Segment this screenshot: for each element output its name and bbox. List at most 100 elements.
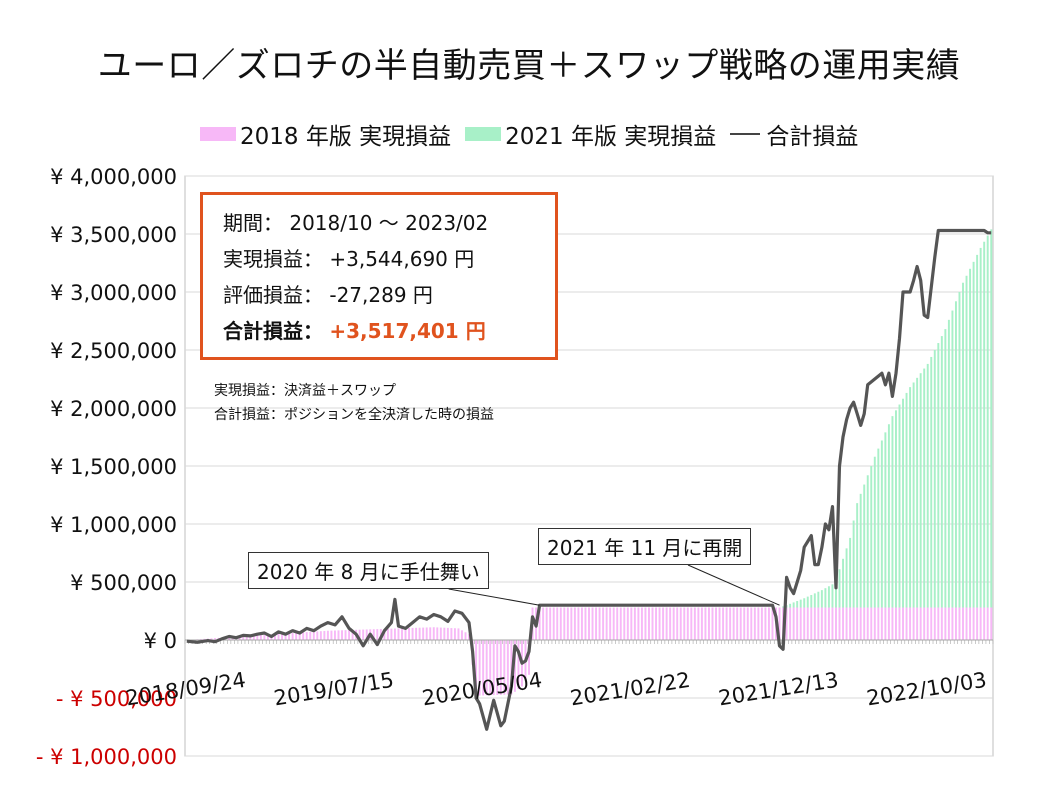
bar-2018 xyxy=(644,607,647,640)
bar-2018 xyxy=(852,607,855,640)
bar-2021 xyxy=(827,586,830,608)
bar-2018 xyxy=(588,607,590,640)
series-2021-bars xyxy=(782,229,993,608)
bar-2018 xyxy=(418,627,421,640)
bar-2018 xyxy=(436,627,439,640)
bar-2018 xyxy=(383,628,386,640)
bar-2021 xyxy=(813,593,816,608)
summary-total: 合計損益： +3,517,401 円 xyxy=(223,313,555,349)
bar-2018 xyxy=(662,607,665,640)
bar-2018 xyxy=(623,607,626,640)
bar-2018 xyxy=(556,607,559,640)
bar-2018 xyxy=(990,607,993,640)
bar-2018 xyxy=(718,607,721,640)
bar-2021 xyxy=(979,247,982,608)
bar-2018 xyxy=(337,630,340,640)
bar-2018 xyxy=(986,607,989,640)
bar-2018 xyxy=(376,629,379,640)
bar-2018 xyxy=(242,636,245,640)
bar-2018 xyxy=(496,640,499,695)
bar-2018 xyxy=(605,607,608,640)
bar-2018 xyxy=(725,607,728,640)
series-total-line-layer xyxy=(186,228,992,731)
bar-2021 xyxy=(863,484,866,608)
bar-2021 xyxy=(799,599,802,608)
bar-2021 xyxy=(803,598,806,608)
bar-2021 xyxy=(916,377,919,608)
bar-2018 xyxy=(228,637,231,640)
bar-2018 xyxy=(732,607,735,640)
bar-2018 xyxy=(362,629,365,640)
bar-2018 xyxy=(739,607,742,640)
bar-2018 xyxy=(905,607,908,640)
bar-2018 xyxy=(736,607,739,640)
bar-2021 xyxy=(817,591,820,608)
bar-2021 xyxy=(951,310,954,608)
bar-2018 xyxy=(760,607,763,640)
bar-2018 xyxy=(245,636,248,640)
bar-2018 xyxy=(655,607,658,640)
bar-2018 xyxy=(552,607,555,640)
bar-2018 xyxy=(457,628,460,640)
bar-2018 xyxy=(806,607,809,640)
bar-2021 xyxy=(976,254,979,608)
bar-2018 xyxy=(880,607,883,640)
annotation-leader xyxy=(448,588,540,606)
bar-2021 xyxy=(873,456,876,608)
bar-2018 xyxy=(446,627,449,640)
bar-2018 xyxy=(411,627,414,640)
series-total-line xyxy=(186,228,992,731)
bar-2018 xyxy=(393,628,396,640)
bar-2018 xyxy=(715,607,717,640)
bar-2018 xyxy=(859,607,862,640)
bar-2018 xyxy=(422,627,425,640)
bar-2018 xyxy=(602,607,605,640)
bar-2018 xyxy=(316,631,319,640)
bar-2018 xyxy=(510,640,513,695)
bar-2018 xyxy=(344,630,347,640)
bar-2018 xyxy=(408,628,411,640)
bar-2021 xyxy=(891,416,894,608)
bar-2018 xyxy=(312,631,315,640)
bar-2018 xyxy=(746,607,749,640)
bar-2018 xyxy=(912,607,915,640)
bar-2018 xyxy=(972,607,975,640)
bar-2021 xyxy=(958,292,961,608)
bar-2018 xyxy=(609,607,612,640)
bar-2018 xyxy=(528,640,530,675)
bar-2021 xyxy=(898,404,901,608)
bar-2018 xyxy=(951,607,954,640)
y-tick-label: ¥ 2,500,000 xyxy=(50,339,177,363)
bar-2018 xyxy=(679,607,682,640)
bar-2018 xyxy=(475,640,478,696)
bar-2021 xyxy=(845,548,848,608)
bar-2018 xyxy=(863,607,866,640)
bar-2018 xyxy=(877,607,880,640)
bar-2018 xyxy=(665,607,668,640)
legend-item-total: 合計損益 xyxy=(730,117,858,151)
bar-2021 xyxy=(969,268,972,608)
bar-2018 xyxy=(563,607,566,640)
legend-item-2018: 2018 年版 実現損益 xyxy=(200,117,451,151)
bar-2018 xyxy=(305,632,308,640)
bar-2018 xyxy=(295,632,298,640)
bar-2018 xyxy=(372,629,375,640)
bar-2018 xyxy=(298,632,301,640)
bar-2018 xyxy=(341,630,343,640)
bar-2018 xyxy=(616,607,619,640)
bar-2021 xyxy=(947,319,950,608)
bar-2021 xyxy=(919,373,922,608)
bar-2018 xyxy=(866,607,869,640)
bar-2018 xyxy=(461,630,463,640)
bar-2021 xyxy=(990,229,993,608)
bar-2021 xyxy=(909,387,912,608)
bar-2018 xyxy=(923,607,926,640)
bar-2018 xyxy=(789,607,792,640)
bar-2018 xyxy=(252,635,255,640)
bar-2018 xyxy=(838,607,841,640)
bar-2018 xyxy=(750,607,753,640)
bar-2018 xyxy=(570,607,573,640)
bar-2018 xyxy=(933,607,936,640)
bar-2018 xyxy=(831,607,834,640)
